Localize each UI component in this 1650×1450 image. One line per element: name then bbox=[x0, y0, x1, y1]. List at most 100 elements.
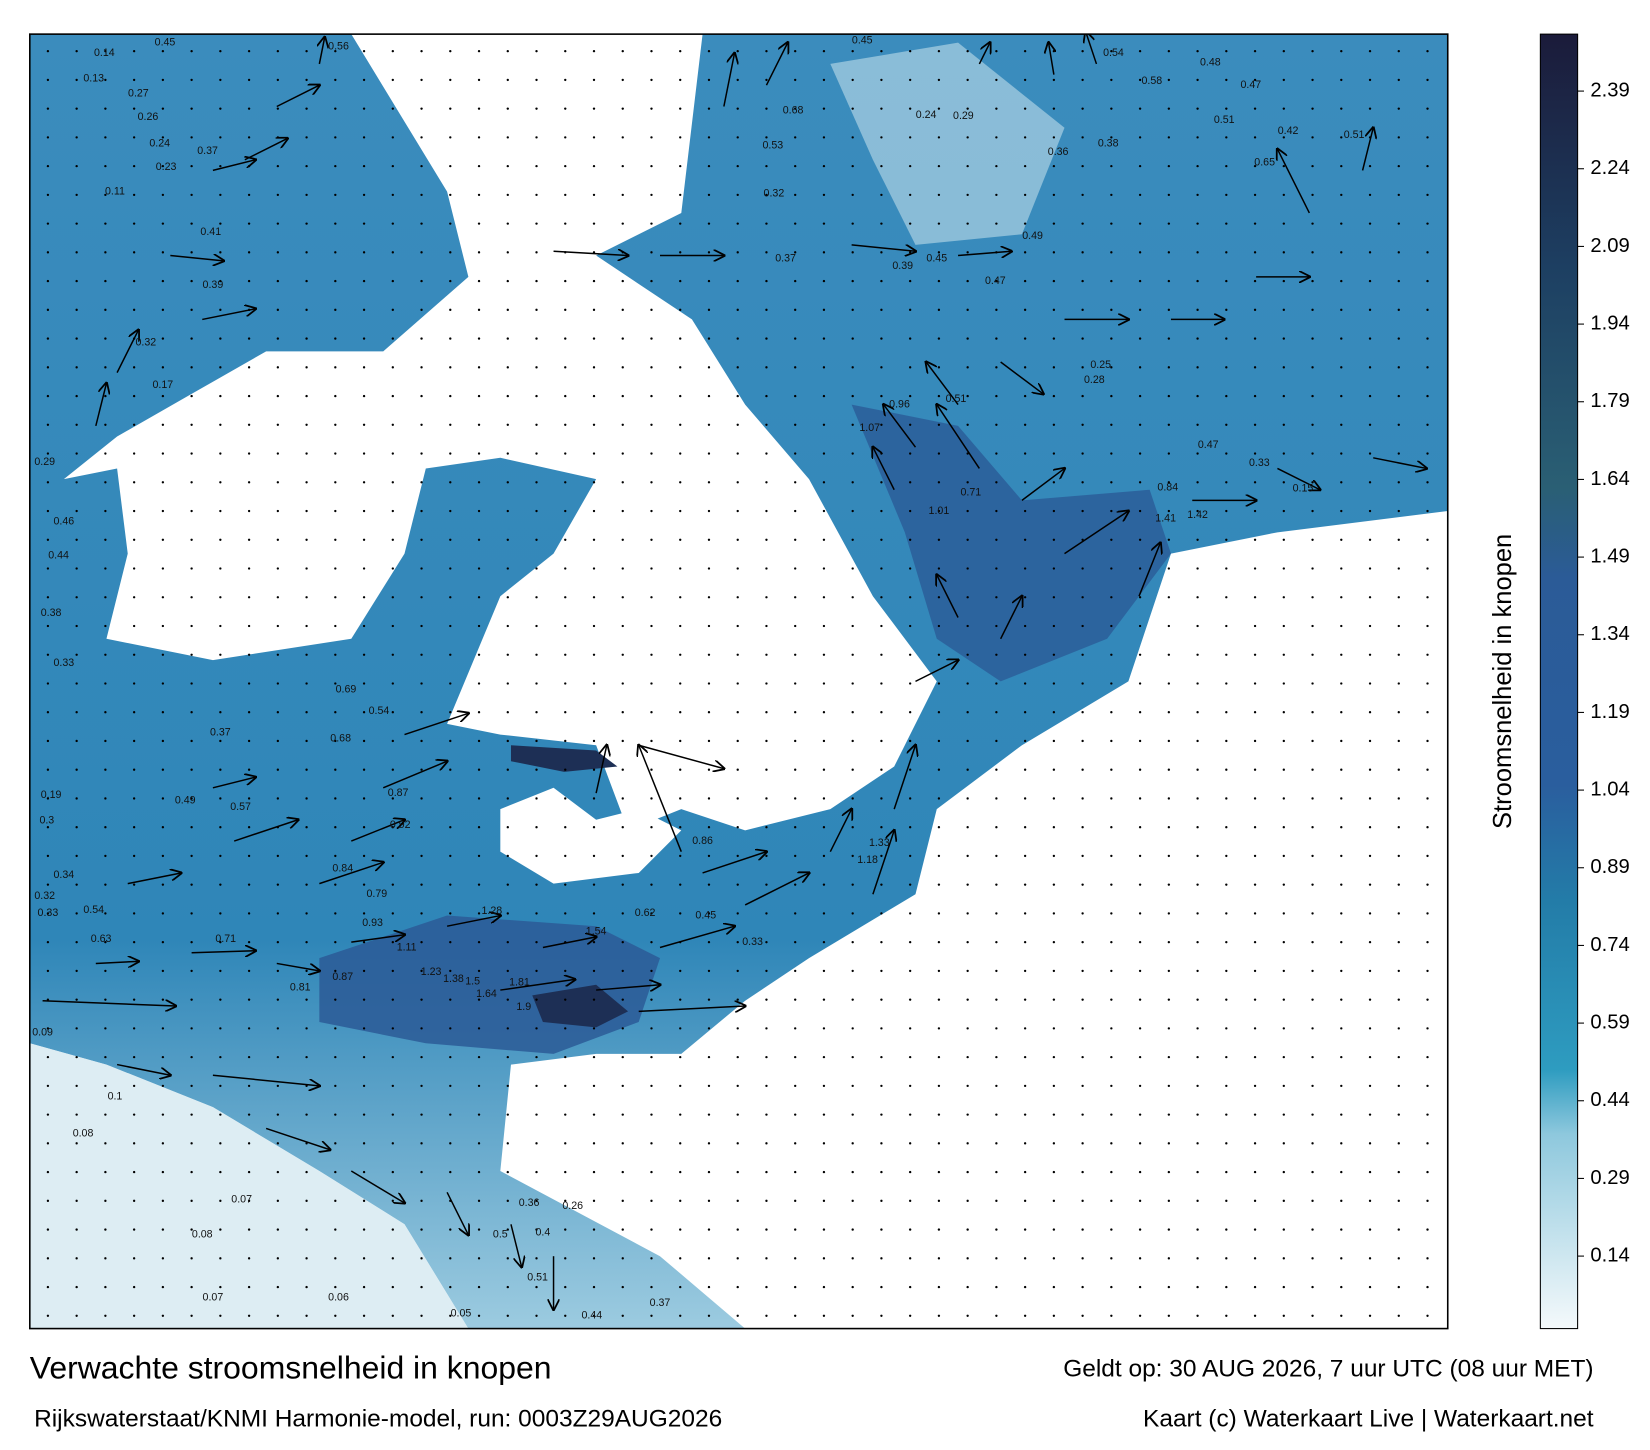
vector-dot bbox=[1426, 711, 1429, 714]
vector-dot bbox=[995, 78, 998, 82]
vector-dot bbox=[449, 768, 452, 771]
vector-dot bbox=[1397, 1285, 1400, 1289]
vector-dot bbox=[1340, 969, 1343, 973]
vector-dot bbox=[621, 1228, 624, 1231]
vector-dot bbox=[219, 1170, 222, 1174]
vector-dot bbox=[46, 251, 50, 254]
vector-dot bbox=[161, 883, 165, 886]
vector-dot bbox=[420, 538, 423, 541]
vector-dot bbox=[1225, 308, 1228, 312]
vector-dot bbox=[391, 136, 394, 139]
speed-label: 0.33 bbox=[742, 936, 763, 948]
vector-dot bbox=[104, 1257, 107, 1260]
speed-label: 0.15 bbox=[1293, 482, 1314, 494]
vector-dot bbox=[908, 308, 912, 312]
vector-dot bbox=[104, 308, 107, 312]
vector-dot bbox=[794, 1142, 797, 1145]
vector-dot bbox=[362, 768, 366, 771]
speed-label: 0.47 bbox=[1240, 79, 1261, 91]
vector-dot bbox=[46, 423, 50, 426]
vector-dot bbox=[650, 1257, 653, 1260]
vector-dot bbox=[1081, 854, 1084, 858]
vector-dot bbox=[535, 107, 538, 110]
vector-dot bbox=[1426, 136, 1429, 139]
vector-dot bbox=[1023, 1170, 1027, 1174]
vector-dot bbox=[1167, 912, 1171, 915]
vector-dot bbox=[132, 423, 136, 426]
vector-dot bbox=[564, 854, 567, 858]
vector-dot bbox=[477, 596, 481, 599]
vector-dot bbox=[1225, 251, 1228, 254]
vector-dot bbox=[794, 1314, 797, 1317]
vector-dot bbox=[334, 1314, 337, 1317]
vector-dot bbox=[851, 1027, 854, 1030]
vector-dot bbox=[1023, 998, 1027, 1001]
vector-dot bbox=[908, 1285, 912, 1289]
vector-dot bbox=[995, 1285, 998, 1289]
vector-dot bbox=[334, 136, 337, 139]
vector-dot bbox=[1282, 1084, 1285, 1088]
vector-dot bbox=[305, 481, 308, 484]
vector-dot bbox=[334, 337, 337, 340]
vector-dot bbox=[1110, 1027, 1113, 1030]
vector-dot bbox=[1253, 1314, 1257, 1317]
vector-dot bbox=[679, 682, 682, 685]
vector-dot bbox=[1368, 567, 1372, 570]
vector-arrow bbox=[744, 873, 809, 906]
vector-dot bbox=[736, 1170, 739, 1174]
vector-dot bbox=[75, 423, 78, 426]
vector-dot bbox=[1426, 854, 1429, 858]
vector-dot bbox=[362, 193, 366, 197]
vector-dot bbox=[1081, 1285, 1084, 1289]
vector-dot bbox=[104, 193, 107, 197]
vector-dot bbox=[564, 1314, 567, 1317]
vector-dot bbox=[880, 1228, 883, 1231]
speed-label: 0.38 bbox=[1098, 138, 1119, 150]
vector-dot bbox=[564, 308, 567, 312]
vector-dot bbox=[908, 452, 912, 455]
vector-dot bbox=[995, 768, 998, 771]
vector-dot bbox=[937, 366, 941, 369]
vector-dot bbox=[1081, 883, 1084, 886]
vector-dot bbox=[219, 1084, 222, 1088]
vector-dot bbox=[477, 768, 481, 771]
vector-dot bbox=[650, 940, 653, 944]
vector-dot bbox=[707, 596, 711, 599]
vector-dot bbox=[104, 1314, 107, 1317]
vector-dot bbox=[1311, 509, 1314, 513]
vector-dot bbox=[1167, 969, 1171, 973]
vector-dot bbox=[46, 797, 50, 800]
vector-dot bbox=[1138, 998, 1142, 1001]
vector-dot bbox=[1167, 883, 1171, 886]
vector-dot bbox=[1368, 1228, 1372, 1231]
vector-dot bbox=[1052, 452, 1056, 455]
vector-dot bbox=[449, 969, 452, 973]
vector-dot bbox=[1340, 107, 1343, 110]
vector-dot bbox=[247, 653, 251, 656]
vector-dot bbox=[190, 1228, 193, 1231]
vector-dot bbox=[46, 711, 50, 714]
vector-dot bbox=[1081, 481, 1084, 484]
vector-dot bbox=[276, 394, 280, 398]
vector-dot bbox=[391, 308, 394, 312]
vector-dot bbox=[794, 78, 797, 82]
vector-dot bbox=[247, 1314, 251, 1317]
vector-dot bbox=[1138, 1228, 1142, 1231]
vector-dot bbox=[75, 1170, 78, 1174]
vector-dot bbox=[1397, 509, 1400, 513]
vector-dot bbox=[564, 969, 567, 973]
vector-dot bbox=[736, 136, 739, 139]
vector-dot bbox=[564, 1285, 567, 1289]
vector-dot bbox=[880, 394, 883, 398]
vector-dot bbox=[46, 1199, 50, 1203]
vector-dot bbox=[1138, 107, 1142, 110]
vector-dot bbox=[851, 998, 854, 1001]
vector-dot bbox=[305, 1257, 308, 1260]
vector-dot bbox=[1311, 940, 1314, 944]
vector-dot bbox=[1023, 826, 1027, 829]
vector-dot bbox=[362, 337, 366, 340]
vector-dot bbox=[679, 1285, 682, 1289]
vector-dot bbox=[966, 998, 969, 1001]
vector-dot bbox=[506, 193, 509, 197]
vector-dot bbox=[46, 1084, 50, 1088]
